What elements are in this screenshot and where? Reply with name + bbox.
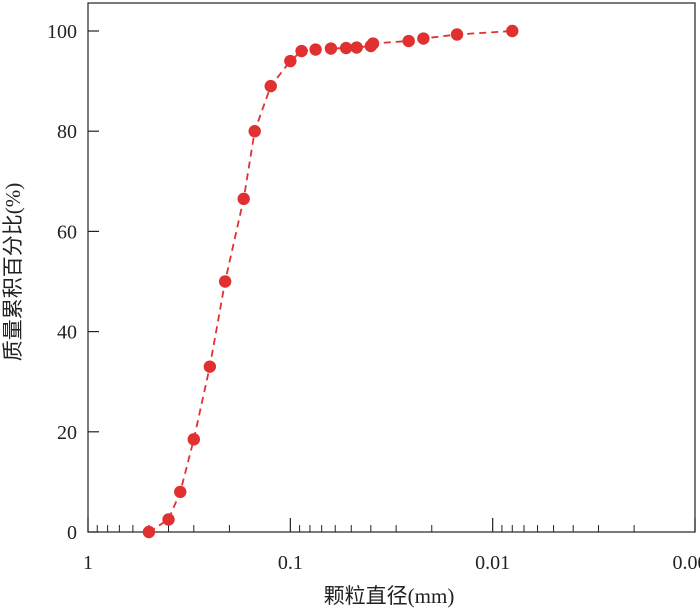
data-point xyxy=(187,433,200,446)
data-point xyxy=(402,34,415,48)
y-tick-label: 100 xyxy=(47,21,77,43)
data-point xyxy=(295,44,308,58)
y-axis-label: 质量累积百分比(%) xyxy=(1,183,25,361)
x-tick-label: 1 xyxy=(83,552,93,574)
data-point xyxy=(162,513,175,526)
y-tick-label: 20 xyxy=(57,422,77,444)
data-point xyxy=(248,125,261,138)
series-layer xyxy=(142,24,519,539)
data-point xyxy=(142,525,156,539)
y-tick-label: 40 xyxy=(57,322,77,344)
y-tick-label: 60 xyxy=(57,221,77,243)
data-point xyxy=(218,275,232,288)
x-tick-label: 0.01 xyxy=(475,552,510,574)
data-point xyxy=(350,41,363,54)
data-point xyxy=(237,192,250,206)
data-point xyxy=(284,54,297,68)
data-point xyxy=(339,41,353,55)
data-point xyxy=(309,43,322,56)
data-point xyxy=(203,360,217,373)
y-axis-ticks: 0 20 40 60 80 100 xyxy=(47,21,99,544)
plot-border xyxy=(87,2,696,533)
y-tick-label: 0 xyxy=(67,522,77,544)
series-line xyxy=(148,30,513,533)
data-point xyxy=(506,24,519,38)
x-axis-label: 颗粒直径(mm) xyxy=(324,584,455,608)
x-tick-label: 0.001 xyxy=(673,552,700,574)
data-point xyxy=(324,42,338,55)
data-point xyxy=(450,28,464,41)
x-tick-label: 0.1 xyxy=(278,552,303,574)
plot-frame xyxy=(87,2,696,533)
data-point xyxy=(417,32,430,45)
y-tick-label: 80 xyxy=(57,121,77,143)
data-point xyxy=(366,37,380,50)
data-point xyxy=(174,485,187,499)
x-axis-ticks: 1 0.1 0.01 0.001 xyxy=(83,518,700,574)
data-point xyxy=(264,79,277,93)
